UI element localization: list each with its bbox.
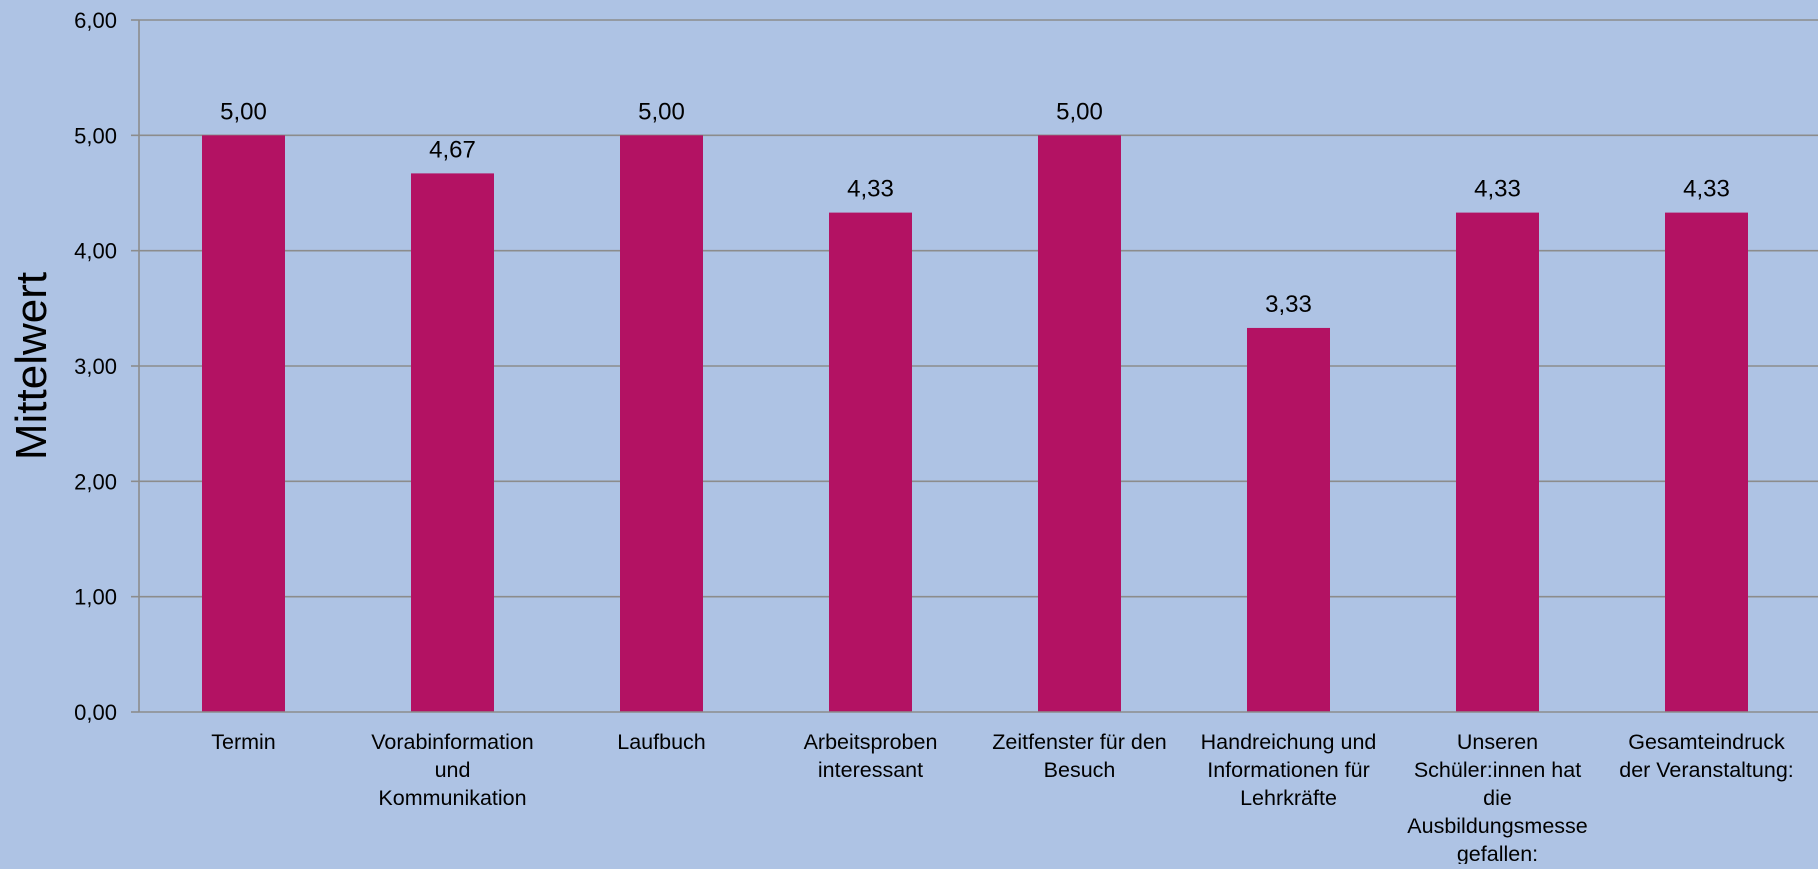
bar: [1247, 327, 1330, 712]
y-tick-label: 1,00: [74, 585, 117, 610]
axes: [138, 20, 1818, 713]
x-tick-label: Vorabinformation und Kommunikation: [371, 730, 534, 810]
y-tick-label: 0,00: [74, 700, 117, 725]
y-tick-label: 4,00: [74, 239, 117, 264]
bar: [411, 173, 494, 713]
bar: [829, 212, 912, 712]
y-tick-label: 3,00: [74, 354, 117, 379]
data-label: 4,33: [1474, 176, 1521, 203]
bar: [1456, 212, 1539, 712]
gridlines: [131, 19, 1818, 713]
data-label: 5,00: [638, 98, 685, 125]
x-tick-label: Termin: [211, 730, 276, 754]
x-tick-label: Handreichung und Informationen für Lehrkrä…: [1201, 730, 1377, 810]
y-tick-label: 6,00: [74, 8, 117, 33]
data-label: 3,33: [1265, 291, 1312, 318]
y-tick-label: 5,00: [74, 123, 117, 148]
x-tick-label: Arbeitsproben interessant: [804, 730, 938, 782]
data-label: 5,00: [1056, 98, 1103, 125]
bars: [202, 135, 1748, 713]
y-axis-title: Mittelwert: [7, 272, 56, 460]
data-label: 5,00: [220, 98, 267, 125]
bar: [620, 135, 703, 713]
x-tick-labels: Termin Vorabinformation und Kommunikation La…: [211, 730, 1794, 866]
y-tick-label: 2,00: [74, 469, 117, 494]
bar: [202, 135, 285, 713]
data-labels: 5,00 4,67 5,00 4,33 5,00 3,33 4,33 4,33: [220, 98, 1730, 318]
y-tick-labels: 0,00 1,00 2,00 3,00 4,00 5,00 6,00: [74, 8, 117, 725]
data-label: 4,33: [1683, 176, 1730, 203]
bar: [1665, 212, 1748, 712]
bar: [1038, 135, 1121, 713]
x-tick-label: Gesamteindruck der Veranstaltung:: [1619, 730, 1794, 782]
x-tick-label: Laufbuch: [617, 730, 705, 754]
x-tick-label: Unseren Schüler:innen hat die Ausbildungsme…: [1407, 730, 1587, 864]
x-tick-label: Zeitfenster für den Besuch: [992, 730, 1166, 782]
data-label: 4,67: [429, 136, 476, 163]
data-label: 4,33: [847, 176, 894, 203]
